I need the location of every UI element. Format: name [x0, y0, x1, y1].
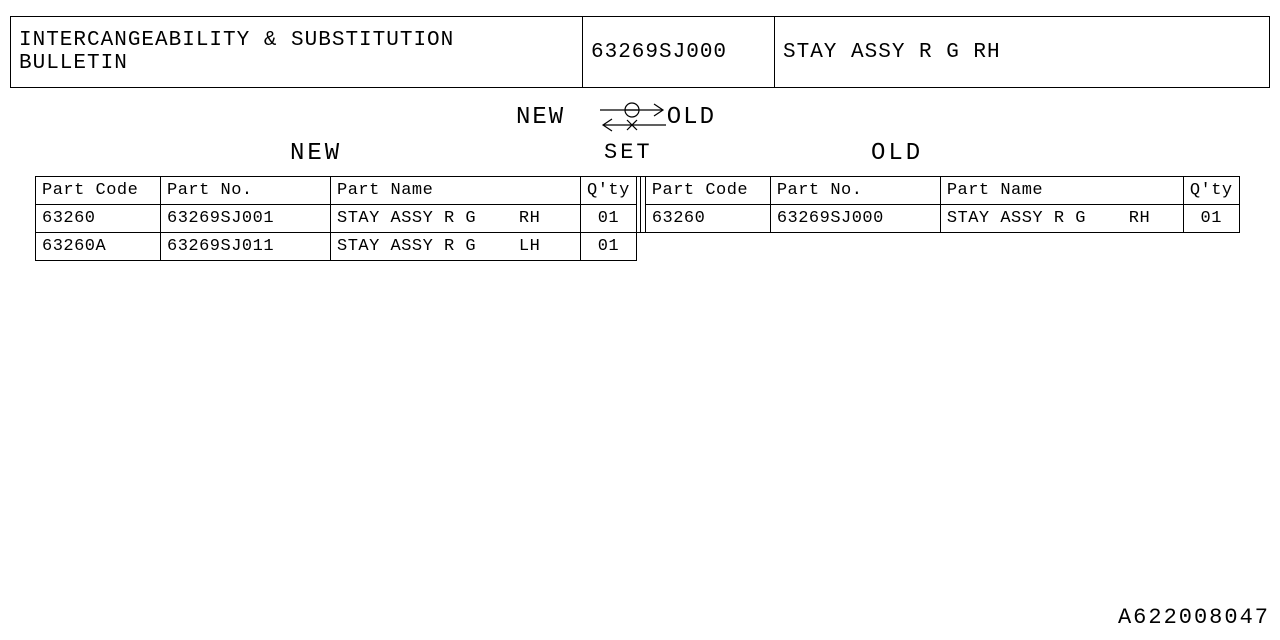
- cell-part-name: STAY ASSY R G LH: [331, 233, 581, 261]
- indicator-old-label: OLD: [667, 104, 716, 131]
- header-box: INTERCANGEABILITY & SUBSTITUTION BULLETI…: [10, 16, 1270, 88]
- col-part-name: Part Name: [331, 177, 581, 205]
- table-row: 63260 63269SJ000 STAY ASSY R G RH 01: [645, 205, 1239, 233]
- cell-part-code: 63260A: [36, 233, 161, 261]
- cell-part-name: STAY ASSY R G RH: [940, 205, 1183, 233]
- cell-part-code: 63260: [645, 205, 770, 233]
- header-title: INTERCANGEABILITY & SUBSTITUTION BULLETI…: [11, 17, 583, 87]
- table-header-row: Part Code Part No. Part Name Q'ty: [36, 177, 637, 205]
- cell-qty: 01: [581, 233, 637, 261]
- col-qty: Q'ty: [1183, 177, 1239, 205]
- cell-qty: 01: [1183, 205, 1239, 233]
- col-qty: Q'ty: [581, 177, 637, 205]
- table-row: 63260A 63269SJ011 STAY ASSY R G LH 01: [36, 233, 637, 261]
- cell-part-no: 63269SJ000: [770, 205, 940, 233]
- table-row: 63260 63269SJ001 STAY ASSY R G RH 01: [36, 205, 637, 233]
- bidirectional-arrows-icon: [596, 100, 670, 134]
- col-part-code: Part Code: [36, 177, 161, 205]
- col-part-code: Part Code: [645, 177, 770, 205]
- new-table: Part Code Part No. Part Name Q'ty 63260 …: [35, 176, 637, 261]
- header-part-name: STAY ASSY R G RH: [775, 17, 1269, 87]
- set-label: SET: [604, 140, 653, 165]
- col-part-no: Part No.: [161, 177, 331, 205]
- old-table: Part Code Part No. Part Name Q'ty 63260 …: [645, 176, 1240, 233]
- cell-part-code: 63260: [36, 205, 161, 233]
- cell-part-name: STAY ASSY R G RH: [331, 205, 581, 233]
- cell-qty: 01: [581, 205, 637, 233]
- newold-indicator: NEW OLD: [516, 98, 716, 136]
- cell-part-no: 63269SJ011: [161, 233, 331, 261]
- header-part-no: 63269SJ000: [583, 17, 775, 87]
- indicator-new-label: NEW: [516, 104, 565, 131]
- table-header-row: Part Code Part No. Part Name Q'ty: [645, 177, 1239, 205]
- footer-code: A622008047: [1118, 605, 1270, 630]
- col-part-name: Part Name: [940, 177, 1183, 205]
- table-divider: [637, 176, 645, 233]
- col-part-no: Part No.: [770, 177, 940, 205]
- new-table-title: NEW: [290, 140, 342, 167]
- old-table-title: OLD: [871, 140, 923, 167]
- cell-part-no: 63269SJ001: [161, 205, 331, 233]
